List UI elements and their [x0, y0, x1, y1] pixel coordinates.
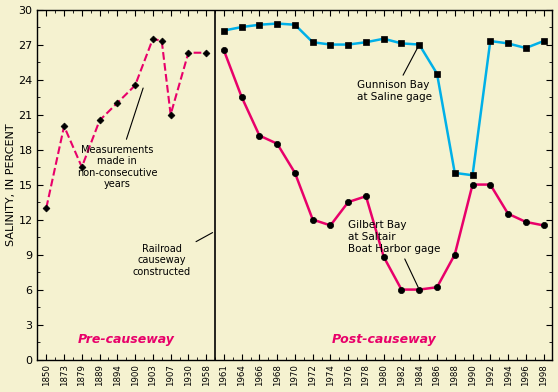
Text: Railroad
causeway
constructed: Railroad causeway constructed: [133, 232, 213, 277]
Text: Pre-causeway: Pre-causeway: [78, 332, 175, 346]
Text: Post-causeway: Post-causeway: [331, 332, 436, 346]
Y-axis label: SALINITY, IN PERCENT: SALINITY, IN PERCENT: [6, 123, 16, 246]
Text: Gunnison Bay
at Saline gage: Gunnison Bay at Saline gage: [357, 47, 432, 102]
Text: Measurements
made in
non-consecutive
years: Measurements made in non-consecutive yea…: [77, 88, 157, 189]
Text: Gilbert Bay
at Saltair
Boat Harbor gage: Gilbert Bay at Saltair Boat Harbor gage: [348, 220, 441, 287]
